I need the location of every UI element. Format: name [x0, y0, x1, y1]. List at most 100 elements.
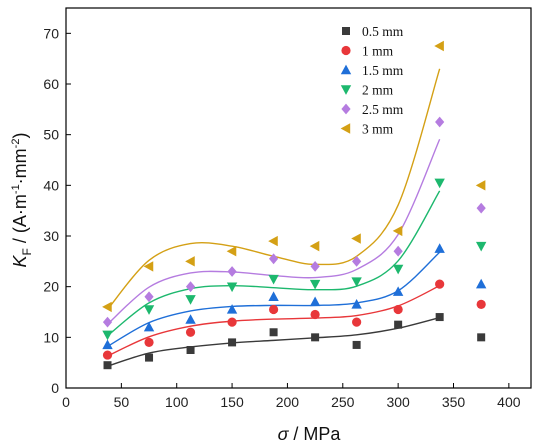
- data-point-series-2: [144, 337, 154, 347]
- x-tick-label: 250: [331, 394, 355, 410]
- data-point-series-1: [477, 333, 486, 342]
- data-point-series-6: [309, 240, 320, 252]
- data-point-series-1: [269, 328, 278, 337]
- data-point-series-4: [351, 277, 362, 287]
- y-tick-label: 60: [43, 76, 59, 92]
- data-point-series-2: [310, 309, 320, 320]
- plot-area-border: [65, 7, 532, 389]
- x-tick-label: 200: [276, 394, 300, 410]
- legend-marker-series-1: [342, 27, 350, 35]
- legend-marker-series-2: [341, 45, 351, 56]
- legend-label-series-1: 0.5 mm: [362, 24, 404, 39]
- fit-curve-series-6: [106, 68, 441, 310]
- legend-marker-series-5: [341, 103, 351, 115]
- y-tick-label: 20: [43, 279, 59, 295]
- data-point-series-3: [351, 299, 362, 309]
- y-tick-label: 30: [43, 228, 59, 244]
- data-point-series-6: [268, 235, 278, 247]
- data-point-series-1: [394, 320, 403, 329]
- data-point-series-2: [227, 317, 237, 327]
- x-tick-label: 0: [62, 394, 70, 410]
- data-point-series-5: [435, 116, 445, 128]
- y-tick-label: 0: [51, 380, 59, 396]
- y-tick-label: 10: [43, 329, 59, 345]
- legend-marker-series-4: [340, 85, 352, 95]
- data-point-series-3: [392, 286, 404, 296]
- data-point-series-5: [144, 291, 154, 303]
- legend-label-series-5: 2.5 mm: [362, 102, 404, 117]
- data-markers: [102, 40, 487, 370]
- data-point-series-5: [393, 245, 403, 257]
- data-point-series-1: [228, 338, 237, 347]
- x-tick-label: 300: [386, 394, 410, 410]
- data-point-series-6: [143, 261, 154, 272]
- fit-curve-series-1: [107, 316, 440, 367]
- data-point-series-5: [227, 266, 237, 277]
- data-point-series-6: [226, 246, 237, 257]
- legend: 0.5 mm 1 mm 1.5 mm 2 mm 2.5 mm 3 mm: [340, 24, 404, 137]
- data-point-series-5: [185, 281, 196, 293]
- legend-label-series-6: 3 mm: [362, 122, 394, 137]
- data-point-series-4: [392, 264, 404, 275]
- legend-marker-series-6: [340, 123, 351, 134]
- axes: 0 50 100 150 200 250 300 350 400 0 10 20 30 40 50 60 70: [43, 25, 520, 410]
- data-point-series-3: [475, 278, 487, 289]
- data-point-series-1: [103, 361, 112, 370]
- data-point-series-3: [268, 291, 279, 301]
- data-point-series-5: [268, 253, 279, 265]
- y-tick-label: 50: [43, 127, 59, 143]
- y-tick-label: 70: [43, 25, 59, 41]
- data-point-series-5: [102, 316, 113, 328]
- data-point-series-2: [352, 317, 362, 327]
- data-point-series-5: [476, 202, 486, 214]
- data-point-series-1: [186, 346, 195, 354]
- data-point-series-3: [185, 314, 196, 324]
- data-point-series-4: [475, 241, 487, 252]
- data-point-series-1: [352, 340, 361, 349]
- data-point-series-5: [352, 255, 362, 267]
- legend-label-series-3: 1.5 mm: [362, 63, 404, 78]
- data-point-series-3: [143, 321, 155, 332]
- data-point-series-4: [268, 274, 279, 285]
- data-point-series-6: [351, 233, 361, 244]
- fit-curve-series-2: [107, 285, 440, 357]
- data-point-series-4: [434, 178, 445, 189]
- x-axis-title: σ / MPa: [278, 424, 342, 444]
- data-point-series-1: [145, 353, 154, 362]
- y-tick-label: 40: [43, 177, 59, 193]
- data-point-series-1: [435, 313, 444, 322]
- data-point-series-2: [393, 304, 403, 315]
- data-point-series-6: [185, 256, 195, 267]
- data-point-series-3: [434, 243, 445, 253]
- x-tick-label: 350: [442, 394, 466, 410]
- data-point-series-2: [102, 350, 113, 360]
- data-point-series-3: [226, 304, 238, 314]
- data-point-series-4: [143, 305, 155, 315]
- data-point-series-4: [309, 279, 321, 290]
- legend-label-series-2: 1 mm: [362, 44, 394, 59]
- x-tick-label: 400: [497, 394, 521, 410]
- x-tick-label: 50: [114, 394, 130, 410]
- data-point-series-5: [310, 261, 320, 272]
- data-point-series-4: [102, 330, 113, 341]
- data-point-series-4: [185, 295, 196, 305]
- plot-frame: [65, 7, 532, 389]
- x-tick-label: 100: [165, 394, 189, 410]
- data-point-series-2: [268, 304, 279, 315]
- y-axis-title: KF / (A·m-1·mm-2): [10, 133, 34, 268]
- legend-label-series-4: 2 mm: [362, 83, 394, 98]
- data-point-series-6: [475, 180, 486, 191]
- data-point-series-6: [434, 40, 444, 52]
- data-point-series-2: [435, 279, 445, 289]
- data-point-series-1: [311, 333, 320, 342]
- data-point-series-2: [185, 327, 196, 337]
- legend-marker-series-3: [340, 64, 352, 75]
- data-point-series-3: [309, 296, 321, 307]
- data-point-series-3: [102, 339, 113, 350]
- data-point-series-4: [226, 282, 238, 293]
- fit-curve-series-4: [107, 190, 441, 337]
- x-tick-label: 150: [220, 394, 244, 410]
- data-point-series-6: [102, 301, 112, 313]
- data-point-series-6: [392, 225, 403, 237]
